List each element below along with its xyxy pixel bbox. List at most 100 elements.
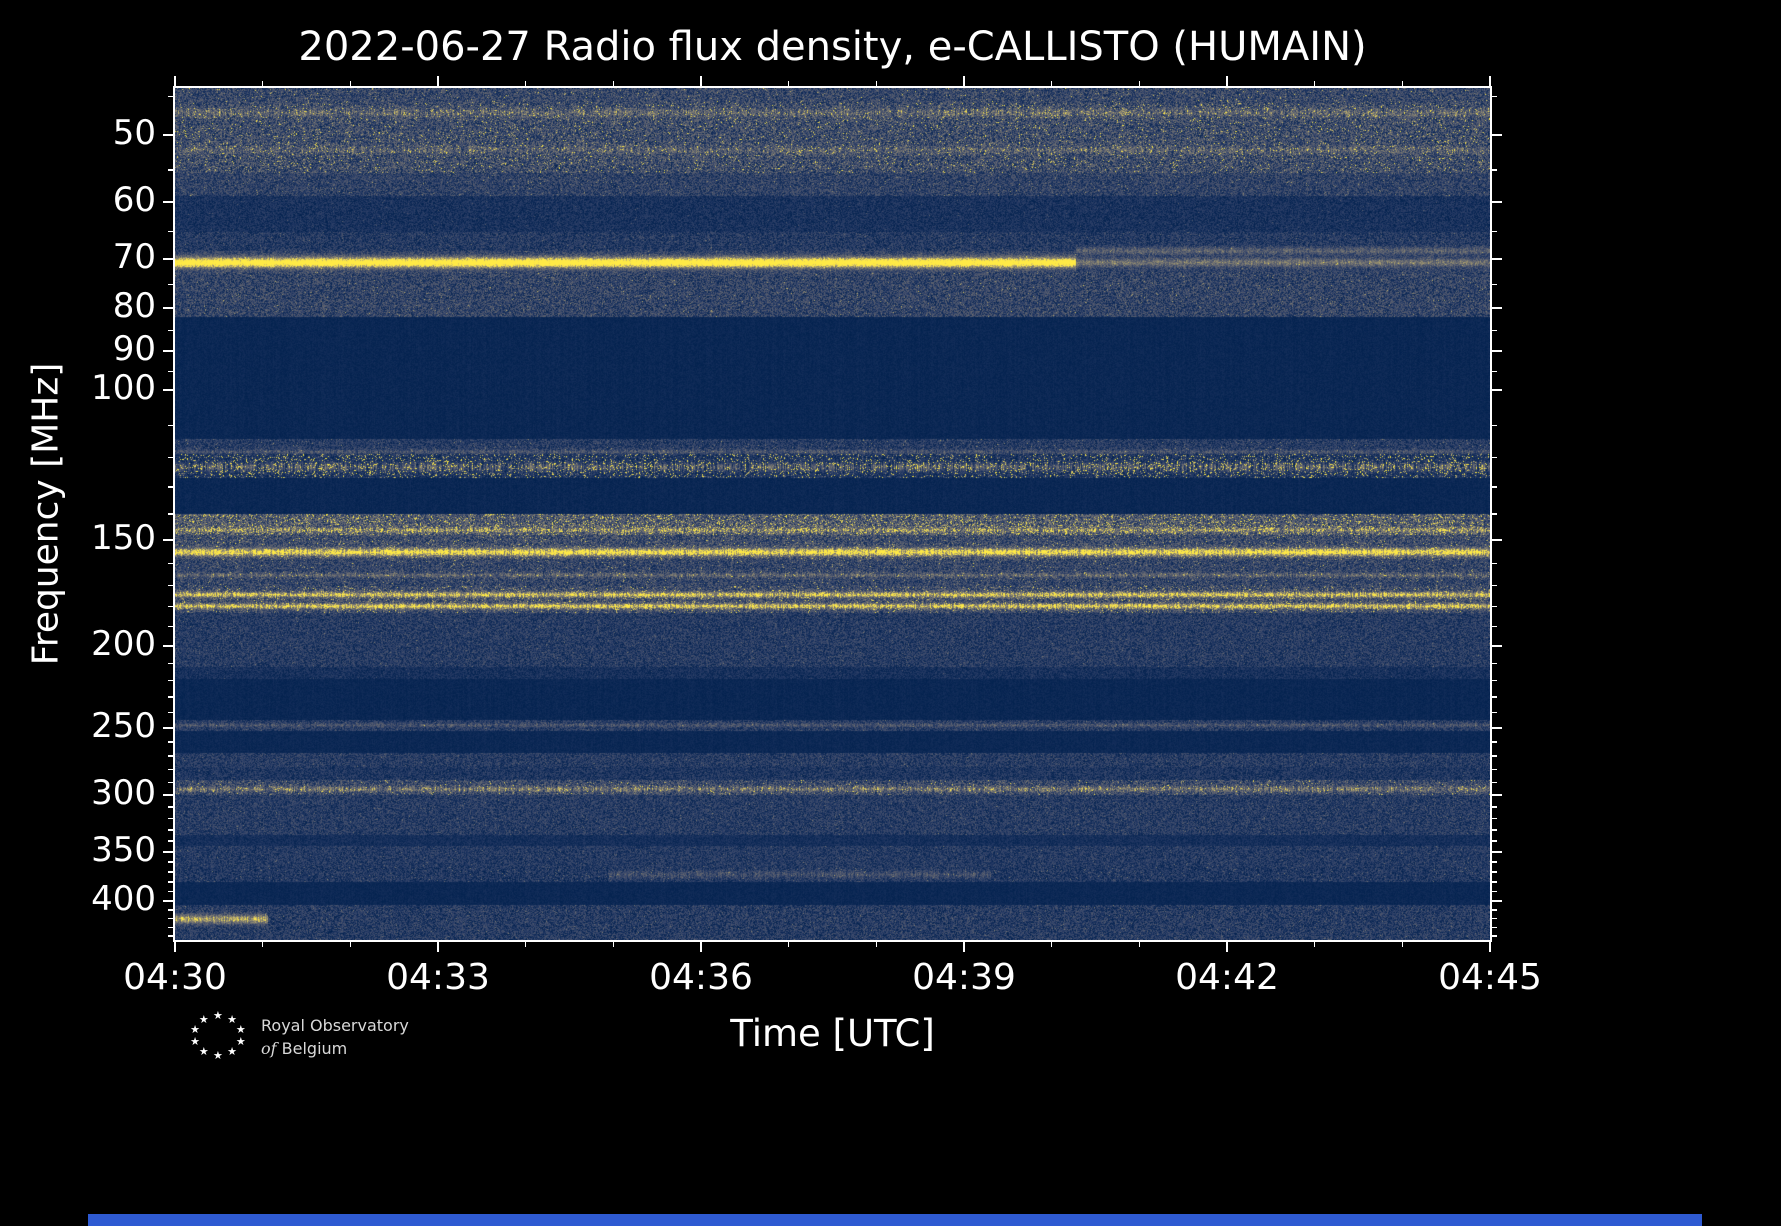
- y-minor-tick-right: [1490, 584, 1497, 587]
- y-minor-tick: [168, 456, 175, 459]
- x-minor-tick: [1401, 940, 1404, 947]
- y-minor-tick-right: [1490, 662, 1497, 665]
- y-minor-tick: [168, 584, 175, 587]
- y-tick-right: [1490, 793, 1502, 796]
- y-minor-tick-right: [1490, 513, 1497, 515]
- x-tick-label: 04:30: [123, 957, 227, 998]
- y-tick-right: [1490, 201, 1502, 204]
- y-tick-label: 250: [91, 705, 156, 746]
- x-minor-tick: [261, 940, 264, 947]
- y-minor-tick: [168, 755, 175, 757]
- x-tick-label: 04:36: [649, 957, 753, 998]
- star-icon: ★: [235, 1022, 246, 1036]
- y-tick-right: [1490, 350, 1502, 353]
- x-tick: [437, 940, 439, 952]
- x-minor-tick: [1313, 940, 1316, 947]
- y-minor-tick-right: [1490, 881, 1497, 883]
- y-minor-tick: [168, 817, 175, 820]
- y-minor-tick-right: [1490, 230, 1497, 233]
- y-minor-tick: [168, 679, 175, 682]
- star-icon: ★: [198, 1045, 209, 1059]
- x-minor-tick: [875, 940, 878, 947]
- y-minor-tick: [168, 169, 175, 171]
- y-minor-tick: [168, 625, 175, 628]
- y-minor-tick-right: [1490, 917, 1497, 920]
- y-tick-right: [1490, 726, 1502, 729]
- y-minor-tick-right: [1490, 817, 1497, 820]
- x-minor-tick-top: [1401, 81, 1404, 88]
- x-minor-tick-top: [524, 81, 527, 88]
- star-icon: ★: [227, 1045, 237, 1059]
- star-icon: ★: [213, 1009, 223, 1022]
- y-tick-label: 80: [112, 286, 156, 327]
- y-tick-right: [1490, 644, 1502, 647]
- x-minor-tick-top: [1138, 81, 1141, 88]
- x-minor-tick: [612, 940, 615, 947]
- x-minor-tick-top: [261, 81, 264, 88]
- x-tick: [963, 940, 965, 952]
- y-tick: [163, 850, 175, 853]
- y-minor-tick: [168, 741, 175, 743]
- y-minor-tick: [168, 486, 175, 488]
- y-tick: [163, 793, 175, 796]
- x-minor-tick: [1138, 940, 1141, 947]
- y-tick-label: 200: [91, 623, 156, 664]
- y-tick-label: 90: [112, 329, 156, 370]
- x-tick-top: [437, 76, 439, 88]
- y-minor-tick: [168, 829, 175, 831]
- star-icon: ★: [190, 1035, 201, 1049]
- x-minor-tick: [1050, 940, 1053, 947]
- y-minor-tick: [168, 696, 175, 698]
- y-tick: [163, 257, 175, 260]
- y-minor-tick-right: [1490, 329, 1497, 332]
- y-tick-label: 100: [91, 368, 156, 409]
- x-minor-tick-top: [1050, 81, 1053, 88]
- y-minor-tick-right: [1490, 696, 1497, 698]
- star-icon: ★: [213, 1049, 223, 1062]
- bottom-strip: [88, 1214, 1702, 1226]
- chart-title: 2022-06-27 Radio flux density, e-CALLIST…: [298, 24, 1367, 70]
- y-minor-tick: [168, 230, 175, 233]
- y-minor-tick: [168, 513, 175, 515]
- x-minor-tick-top: [787, 81, 790, 88]
- y-tick: [163, 644, 175, 647]
- y-tick-label: 400: [91, 878, 156, 919]
- y-minor-tick: [168, 840, 175, 842]
- x-tick-label: 04:39: [912, 957, 1016, 998]
- x-tick-top: [174, 76, 176, 88]
- y-minor-tick: [168, 424, 175, 427]
- y-minor-tick-right: [1490, 456, 1497, 459]
- star-icon: ★: [227, 1012, 237, 1026]
- y-minor-tick: [168, 806, 175, 808]
- x-tick-label: 04:42: [1175, 957, 1279, 998]
- y-minor-tick: [168, 926, 175, 929]
- x-minor-tick-top: [349, 81, 352, 88]
- y-minor-tick-right: [1490, 926, 1497, 929]
- y-axis-label: Frequency [MHz]: [25, 362, 67, 666]
- y-tick: [163, 350, 175, 353]
- x-tick: [700, 940, 702, 952]
- rob-logo-word-country: Belgium: [281, 1039, 348, 1059]
- y-minor-tick: [168, 562, 175, 565]
- y-tick-right: [1490, 850, 1502, 853]
- x-tick-top: [1226, 76, 1228, 88]
- x-tick-top: [700, 76, 702, 88]
- y-tick-label: 300: [91, 772, 156, 813]
- x-tick-top: [1489, 76, 1491, 88]
- rob-logo-line2: of Belgium: [261, 1037, 409, 1060]
- y-tick: [163, 389, 175, 392]
- y-tick-right: [1490, 257, 1502, 260]
- x-minor-tick-top: [1313, 81, 1316, 88]
- rob-logo-word-of: of: [261, 1039, 277, 1059]
- star-icon: ★: [235, 1035, 246, 1049]
- y-minor-tick: [168, 605, 175, 608]
- y-minor-tick-right: [1490, 890, 1497, 893]
- y-minor-tick-right: [1490, 840, 1497, 842]
- y-tick-label: 60: [112, 180, 156, 221]
- y-minor-tick-right: [1490, 605, 1497, 608]
- y-tick: [163, 307, 175, 310]
- y-minor-tick: [168, 711, 175, 714]
- y-tick-label: 150: [91, 517, 156, 558]
- y-minor-tick-right: [1490, 909, 1497, 911]
- x-tick: [1226, 940, 1228, 952]
